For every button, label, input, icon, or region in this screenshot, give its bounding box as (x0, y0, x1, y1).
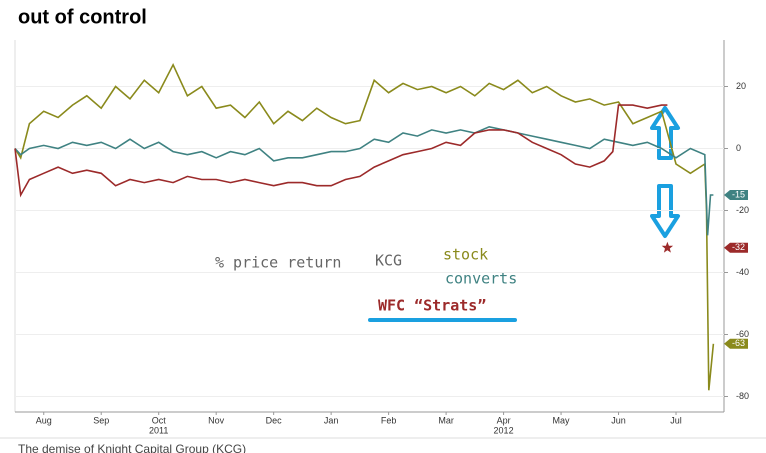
end-flag (724, 242, 748, 253)
annotation: % price return (215, 254, 341, 272)
end-label: -63 (732, 338, 745, 348)
x-tick-label: Aug (36, 415, 52, 425)
y-tick-label: -60 (736, 329, 749, 339)
y-tick-label: -80 (736, 391, 749, 401)
star-marker (661, 241, 674, 253)
y-tick-label: -20 (736, 205, 749, 215)
annotation: converts (445, 270, 517, 288)
y-tick-label: -40 (736, 267, 749, 277)
x-tick-label: Feb (381, 415, 397, 425)
x-tick-label: Jan (324, 415, 339, 425)
caption: The demise of Knight Capital Group (KCG) (18, 442, 246, 453)
arrow (650, 106, 680, 238)
y-tick-label: 0 (736, 143, 741, 153)
annotation: WFC “Strats” (378, 297, 486, 315)
x-tick-label: Oct (152, 415, 167, 425)
series-line (14, 62, 715, 391)
series-line (14, 125, 714, 236)
end-label: -15 (732, 189, 745, 199)
year-label: 2012 (494, 425, 514, 435)
x-tick-label: Dec (266, 415, 283, 425)
x-tick-label: Nov (208, 415, 225, 425)
end-flag (724, 338, 748, 349)
chart-title: out of control (18, 6, 147, 28)
end-label: -32 (732, 242, 745, 252)
x-tick-label: Mar (438, 415, 454, 425)
x-tick-label: Jun (611, 415, 626, 425)
year-label: 2011 (149, 425, 168, 435)
y-tick-label: 20 (736, 81, 746, 91)
x-tick-label: Sep (93, 415, 109, 425)
x-tick-label: Apr (497, 415, 511, 425)
annotation: KCG (375, 252, 402, 270)
x-tick-label: Jul (670, 415, 682, 425)
x-tick-label: May (553, 415, 571, 425)
annotation: stock (443, 246, 488, 264)
end-flag (724, 190, 748, 200)
series-line (14, 104, 668, 198)
